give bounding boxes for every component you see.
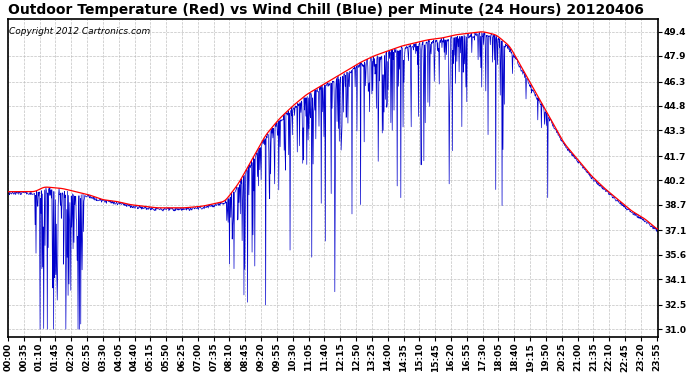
Text: Outdoor Temperature (Red) vs Wind Chill (Blue) per Minute (24 Hours) 20120406: Outdoor Temperature (Red) vs Wind Chill … [8, 3, 644, 18]
Text: Copyright 2012 Cartronics.com: Copyright 2012 Cartronics.com [8, 27, 150, 36]
